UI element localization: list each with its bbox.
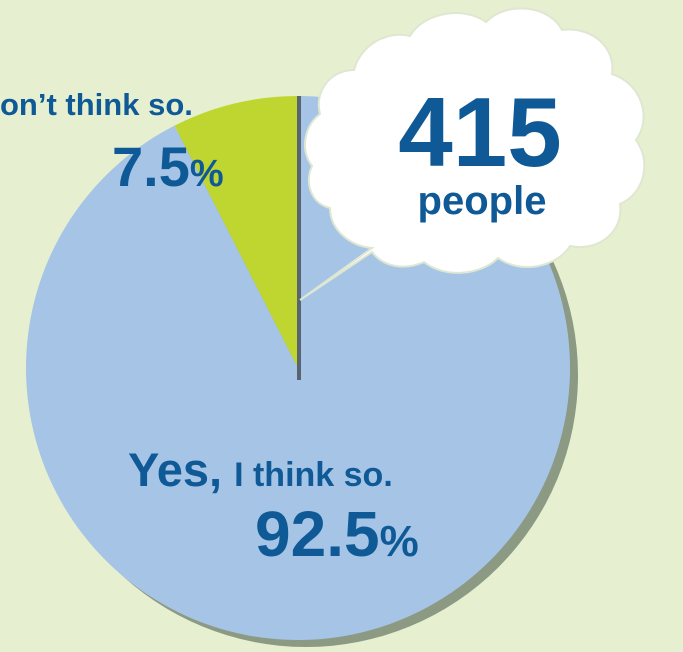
yes-slice-value-number: 92.5: [255, 498, 380, 570]
callout-unit: people: [418, 179, 547, 223]
cloud-shape: [299, 7, 646, 301]
yes-slice-label: Yes, I think so.: [128, 443, 393, 496]
no-slice-label: on’t think so.: [0, 87, 193, 122]
yes-slice-label-strong: Yes,: [128, 443, 222, 496]
no-slice-value: 7.5%: [112, 135, 224, 198]
no-slice-value-number: 7.5: [112, 135, 190, 198]
cloud-callout: 415 people: [299, 7, 646, 301]
no-slice-value-unit: %: [190, 153, 224, 195]
yes-slice-value: 92.5%: [255, 498, 419, 570]
pie-slice-no: [174, 96, 298, 368]
yes-slice-label-rest: I think so.: [234, 456, 393, 494]
no-slice-label-text: on’t think so.: [0, 87, 193, 122]
yes-slice-value-unit: %: [380, 517, 419, 566]
callout-number: 415: [398, 77, 562, 187]
